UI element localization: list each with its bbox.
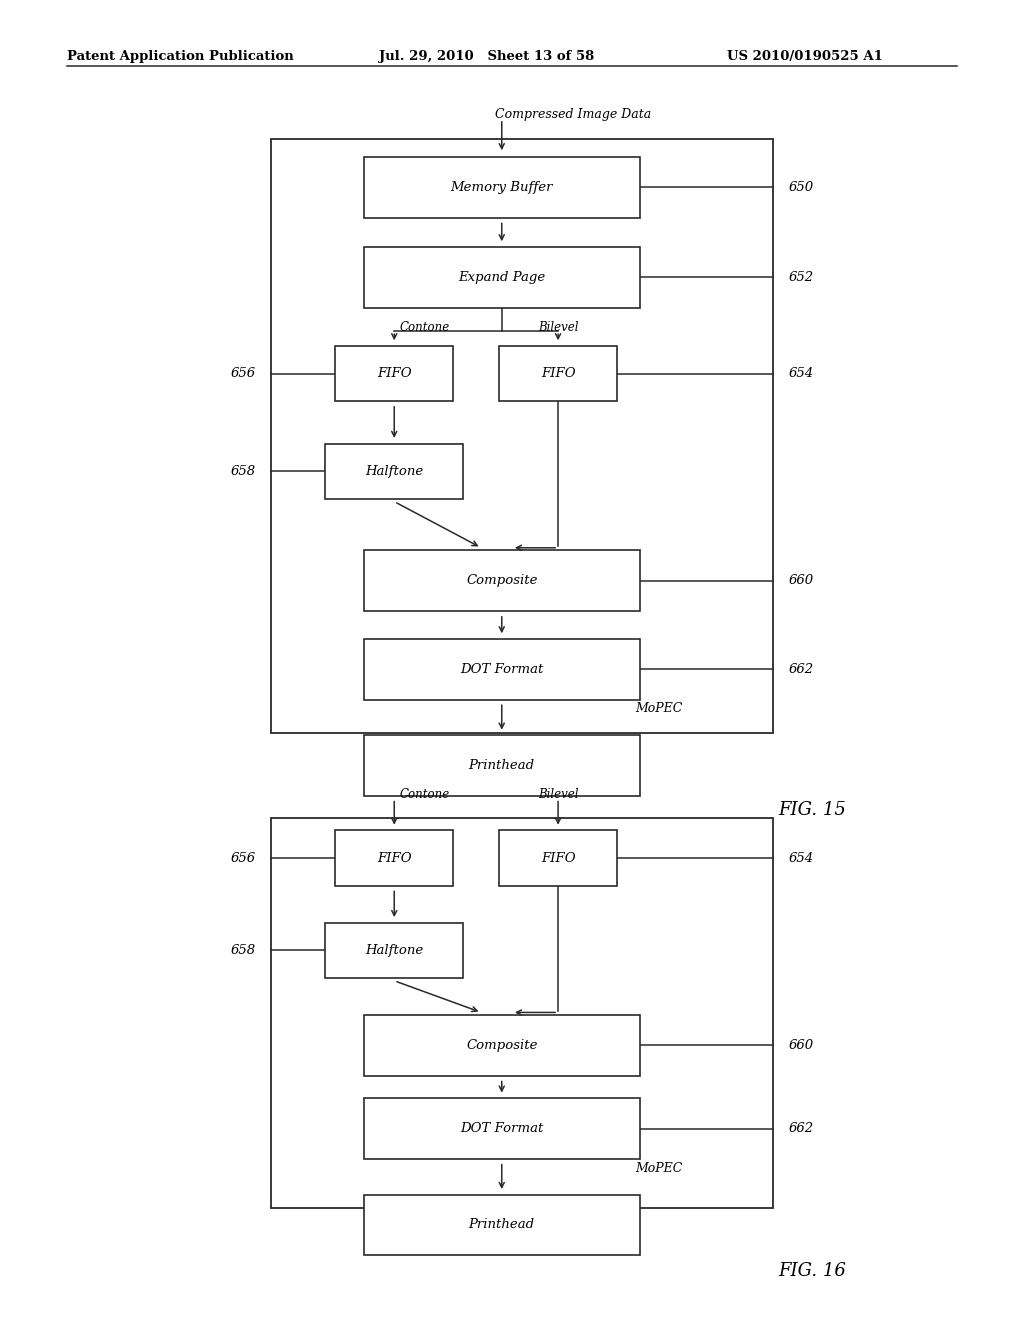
Text: Printhead: Printhead [469, 1218, 535, 1232]
Bar [326, 923, 463, 978]
Text: FIG. 16: FIG. 16 [778, 1262, 846, 1280]
Text: FIFO: FIFO [377, 367, 412, 380]
Text: DOT Format: DOT Format [460, 1122, 544, 1135]
Bar [336, 830, 453, 886]
Text: FIG. 15: FIG. 15 [778, 801, 846, 820]
Text: Printhead: Printhead [469, 759, 535, 772]
Text: 658: 658 [230, 465, 256, 478]
Bar [364, 735, 640, 796]
Text: Composite: Composite [466, 574, 538, 587]
Text: FIFO: FIFO [377, 851, 412, 865]
Bar [500, 830, 616, 886]
Bar [500, 346, 616, 401]
Bar [326, 444, 463, 499]
Text: Memory Buffer: Memory Buffer [451, 181, 553, 194]
Text: Halftone: Halftone [366, 944, 423, 957]
Bar [364, 1195, 640, 1255]
Text: Contone: Contone [399, 321, 451, 334]
Text: 662: 662 [788, 663, 814, 676]
Text: Patent Application Publication: Patent Application Publication [67, 50, 293, 63]
Bar [271, 139, 773, 733]
Text: 654: 654 [788, 851, 814, 865]
Text: FIFO: FIFO [541, 851, 575, 865]
Text: 650: 650 [788, 181, 814, 194]
Text: 656: 656 [230, 851, 256, 865]
Text: MoPEC: MoPEC [635, 1162, 682, 1175]
Bar [364, 247, 640, 308]
Text: MoPEC: MoPEC [635, 702, 682, 715]
Text: 660: 660 [788, 1039, 814, 1052]
Text: Contone: Contone [399, 788, 451, 801]
Bar [364, 550, 640, 611]
Text: DOT Format: DOT Format [460, 663, 544, 676]
Bar [271, 818, 773, 1208]
Text: Bilevel: Bilevel [538, 321, 579, 334]
Text: Composite: Composite [466, 1039, 538, 1052]
Text: FIFO: FIFO [541, 367, 575, 380]
Text: US 2010/0190525 A1: US 2010/0190525 A1 [727, 50, 883, 63]
Text: 654: 654 [788, 367, 814, 380]
Text: Jul. 29, 2010   Sheet 13 of 58: Jul. 29, 2010 Sheet 13 of 58 [379, 50, 594, 63]
Bar [364, 639, 640, 700]
Text: Halftone: Halftone [366, 465, 423, 478]
Bar [336, 346, 453, 401]
Text: 660: 660 [788, 574, 814, 587]
Text: 656: 656 [230, 367, 256, 380]
Text: Compressed Image Data: Compressed Image Data [496, 108, 651, 121]
Text: 652: 652 [788, 271, 814, 284]
Text: 658: 658 [230, 944, 256, 957]
Bar [364, 1015, 640, 1076]
Text: Expand Page: Expand Page [458, 271, 546, 284]
Text: Bilevel: Bilevel [538, 788, 579, 801]
Bar [364, 1098, 640, 1159]
Bar [364, 157, 640, 218]
Text: 662: 662 [788, 1122, 814, 1135]
